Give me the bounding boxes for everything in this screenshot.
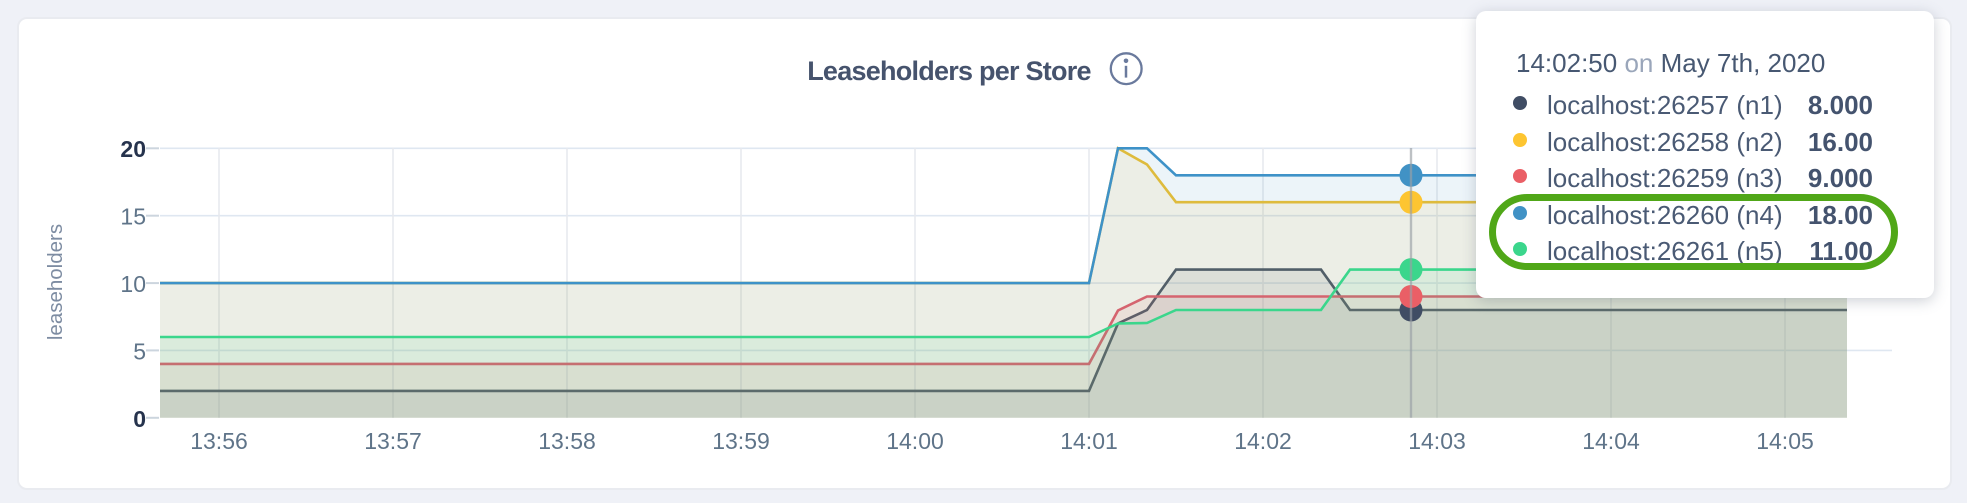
svg-text:14:02: 14:02 — [1234, 428, 1292, 454]
svg-text:20: 20 — [120, 136, 146, 162]
svg-text:14:05: 14:05 — [1756, 428, 1814, 454]
svg-text:5: 5 — [133, 338, 146, 364]
svg-text:14:01: 14:01 — [1060, 428, 1118, 454]
svg-text:15: 15 — [120, 204, 146, 230]
svg-text:10: 10 — [120, 271, 146, 297]
svg-text:13:58: 13:58 — [538, 428, 596, 454]
svg-text:0: 0 — [133, 406, 146, 432]
svg-text:13:59: 13:59 — [712, 428, 770, 454]
svg-text:13:56: 13:56 — [190, 428, 248, 454]
svg-text:14:00: 14:00 — [886, 428, 944, 454]
svg-text:14:04: 14:04 — [1582, 428, 1640, 454]
svg-text:13:57: 13:57 — [364, 428, 422, 454]
svg-text:leaseholders: leaseholders — [44, 224, 67, 340]
svg-text:14:03: 14:03 — [1408, 428, 1466, 454]
